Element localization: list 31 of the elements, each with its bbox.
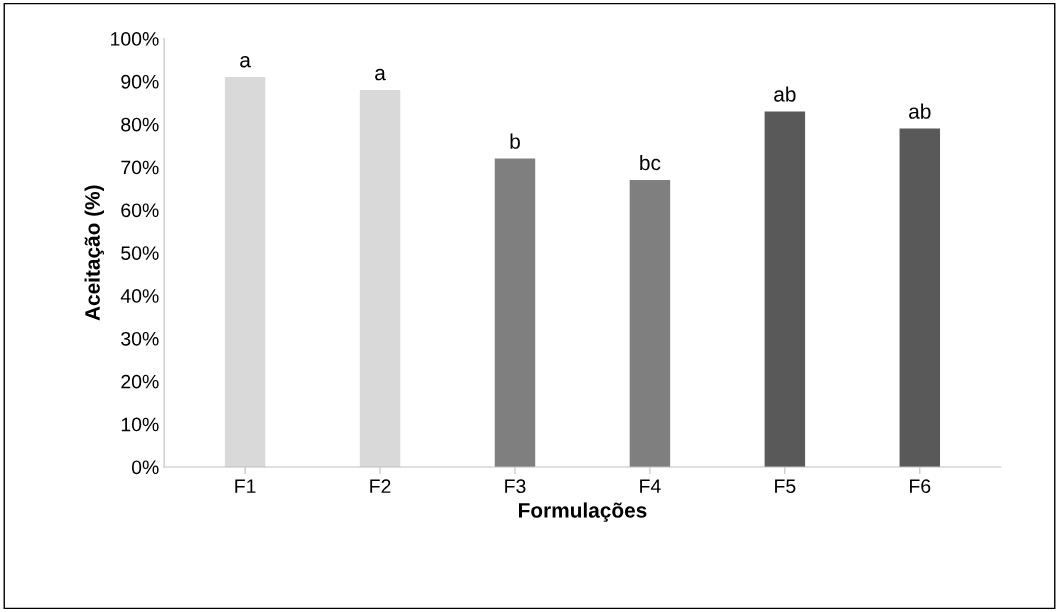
x-tick-label: F5 xyxy=(775,479,796,494)
bar xyxy=(629,179,671,467)
y-tick-label: 100% xyxy=(111,32,159,46)
bar xyxy=(764,111,806,467)
annotation: bc xyxy=(640,154,661,171)
y-tick-label: 0% xyxy=(131,460,159,475)
annotation: ab xyxy=(909,103,931,119)
y-tick-label: 60% xyxy=(121,203,159,218)
x-tick-label: F6 xyxy=(910,479,931,494)
x-tick-label: F4 xyxy=(640,479,661,493)
x-axis-title: Formulações xyxy=(519,502,647,522)
annotation: a xyxy=(375,68,386,81)
x-tick-label: F1 xyxy=(235,479,256,493)
annotation: b xyxy=(510,133,520,149)
x-tick-label: F3 xyxy=(505,479,526,494)
bar xyxy=(899,128,941,467)
y-tick-label: 20% xyxy=(121,374,159,389)
annotation: ab xyxy=(774,86,796,102)
y-tick-label: 80% xyxy=(121,117,159,132)
x-tick-label: F2 xyxy=(370,479,391,493)
y-tick-label: 30% xyxy=(121,331,159,346)
bar xyxy=(224,77,266,467)
annotation: a xyxy=(240,56,251,68)
y-tick-label: 90% xyxy=(121,74,159,89)
y-tick-label: 70% xyxy=(121,160,159,175)
y-tick-label: 10% xyxy=(121,417,159,432)
y-tick-label: 40% xyxy=(120,289,159,303)
bar xyxy=(494,158,536,467)
bar xyxy=(359,89,401,467)
y-axis-title: Aceitação (%) xyxy=(84,185,104,321)
y-tick-label: 50% xyxy=(121,246,159,260)
